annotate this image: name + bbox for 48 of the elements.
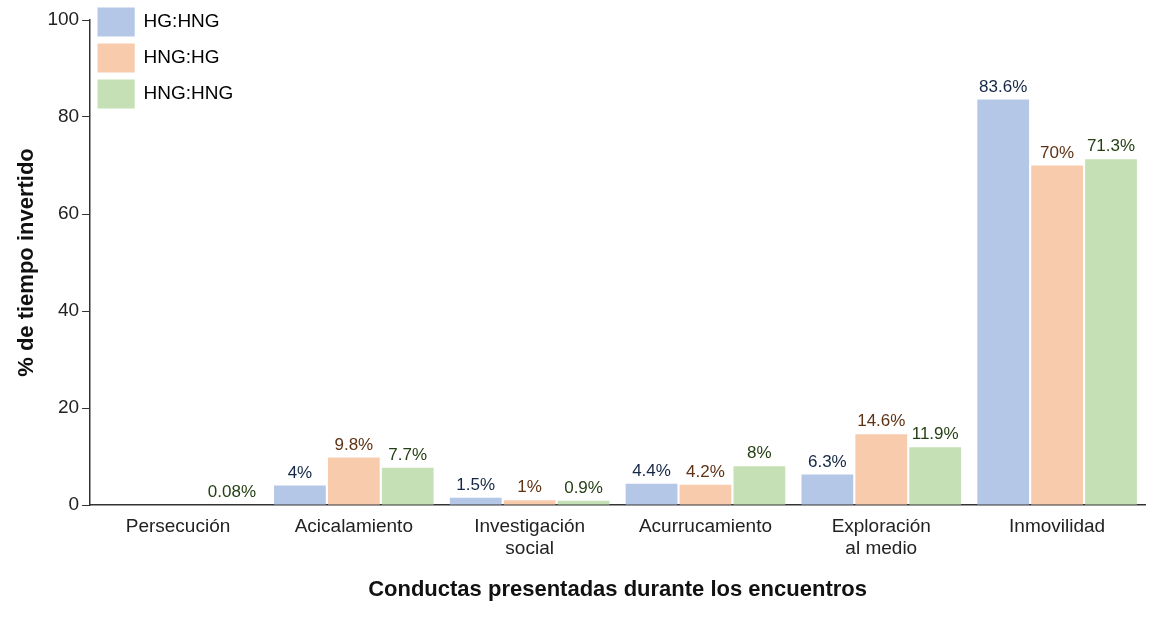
x-tick-label: Acurrucamiento	[638, 514, 772, 536]
x-tick-label: Acicalamiento	[294, 514, 413, 536]
bar	[381, 467, 434, 505]
data-label: 70%	[1040, 142, 1075, 162]
bar	[327, 457, 380, 505]
data-label: 7.7%	[388, 444, 428, 464]
bar	[274, 485, 326, 505]
data-label: 83.6%	[979, 76, 1028, 96]
data-label: 9.8%	[334, 434, 374, 454]
data-label: 1.5%	[456, 474, 496, 494]
data-label: 0.9%	[564, 477, 603, 497]
data-label: 4%	[287, 462, 313, 482]
bar	[977, 99, 1030, 505]
y-axis-title: % de tiempo invertido	[13, 148, 39, 377]
data-label: 11.9%	[911, 424, 959, 444]
y-tick-label: 0	[68, 493, 80, 515]
bar	[503, 500, 556, 505]
x-tick-label: Exploración al medio	[831, 514, 931, 559]
data-label: 0.08%	[207, 481, 257, 501]
y-tick-label: 100	[47, 8, 80, 30]
bar	[679, 484, 732, 505]
bar	[801, 474, 854, 505]
data-label: 1%	[517, 477, 542, 497]
bar	[1085, 159, 1137, 505]
bar	[909, 447, 962, 505]
bar	[557, 500, 610, 505]
bar	[625, 483, 678, 505]
legend-label: HG:HNG	[143, 10, 220, 32]
data-label: 4.2%	[686, 461, 725, 481]
bar	[449, 497, 502, 505]
data-label: 6.3%	[807, 451, 847, 471]
data-label: 4.4%	[632, 460, 671, 480]
legend-label: HNG:HNG	[143, 82, 234, 104]
x-tick-label: Persecución	[125, 514, 231, 536]
y-tick-label: 40	[57, 299, 80, 321]
data-label: 71.3%	[1086, 136, 1136, 156]
data-label: 14.6%	[857, 411, 906, 431]
legend-label: HNG:HG	[143, 46, 220, 68]
y-tick-label: 20	[57, 396, 80, 418]
y-tick-label: 60	[57, 202, 80, 224]
bar	[733, 466, 786, 505]
bar	[1031, 165, 1083, 505]
y-tick-label: 80	[57, 105, 80, 127]
x-axis-title: Conductas presentadas durante los encuentros	[368, 575, 867, 601]
x-tick-label: Investigación social	[474, 514, 586, 559]
x-tick-label: Inmovilidad	[1009, 514, 1106, 536]
data-label: 8%	[747, 443, 772, 463]
bar	[855, 434, 908, 505]
